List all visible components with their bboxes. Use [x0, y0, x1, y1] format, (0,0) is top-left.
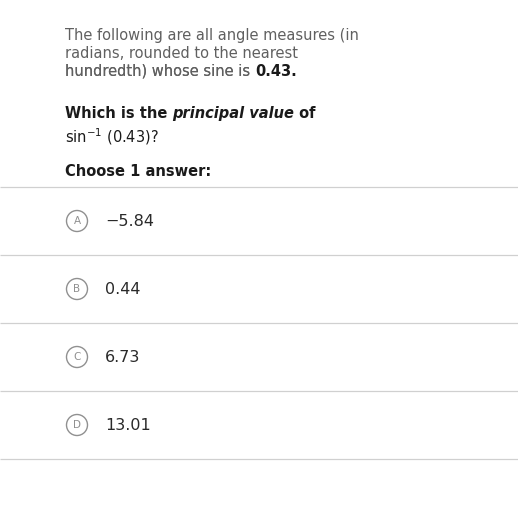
Text: Which is the: Which is the: [65, 106, 172, 121]
Text: The following are all angle measures (in: The following are all angle measures (in: [65, 28, 359, 43]
Text: D: D: [73, 420, 81, 430]
Text: C: C: [74, 352, 81, 362]
Text: 0.44: 0.44: [105, 282, 140, 297]
Text: A: A: [74, 216, 81, 226]
Text: hundredth) whose sine is: hundredth) whose sine is: [65, 64, 255, 79]
Text: Choose 1 answer:: Choose 1 answer:: [65, 164, 211, 179]
Text: principal value: principal value: [172, 106, 294, 121]
Text: 0.43.: 0.43.: [255, 64, 296, 79]
Text: 6.73: 6.73: [105, 350, 140, 365]
Text: $\mathregular{sin}^{-1}$ (0.43)?: $\mathregular{sin}^{-1}$ (0.43)?: [65, 126, 159, 147]
Text: −5.84: −5.84: [105, 214, 154, 229]
Text: hundredth) whose sine is: hundredth) whose sine is: [65, 64, 255, 79]
Text: B: B: [74, 284, 81, 294]
Text: 13.01: 13.01: [105, 418, 151, 433]
Text: radians, rounded to the nearest: radians, rounded to the nearest: [65, 46, 298, 61]
Text: of: of: [294, 106, 316, 121]
